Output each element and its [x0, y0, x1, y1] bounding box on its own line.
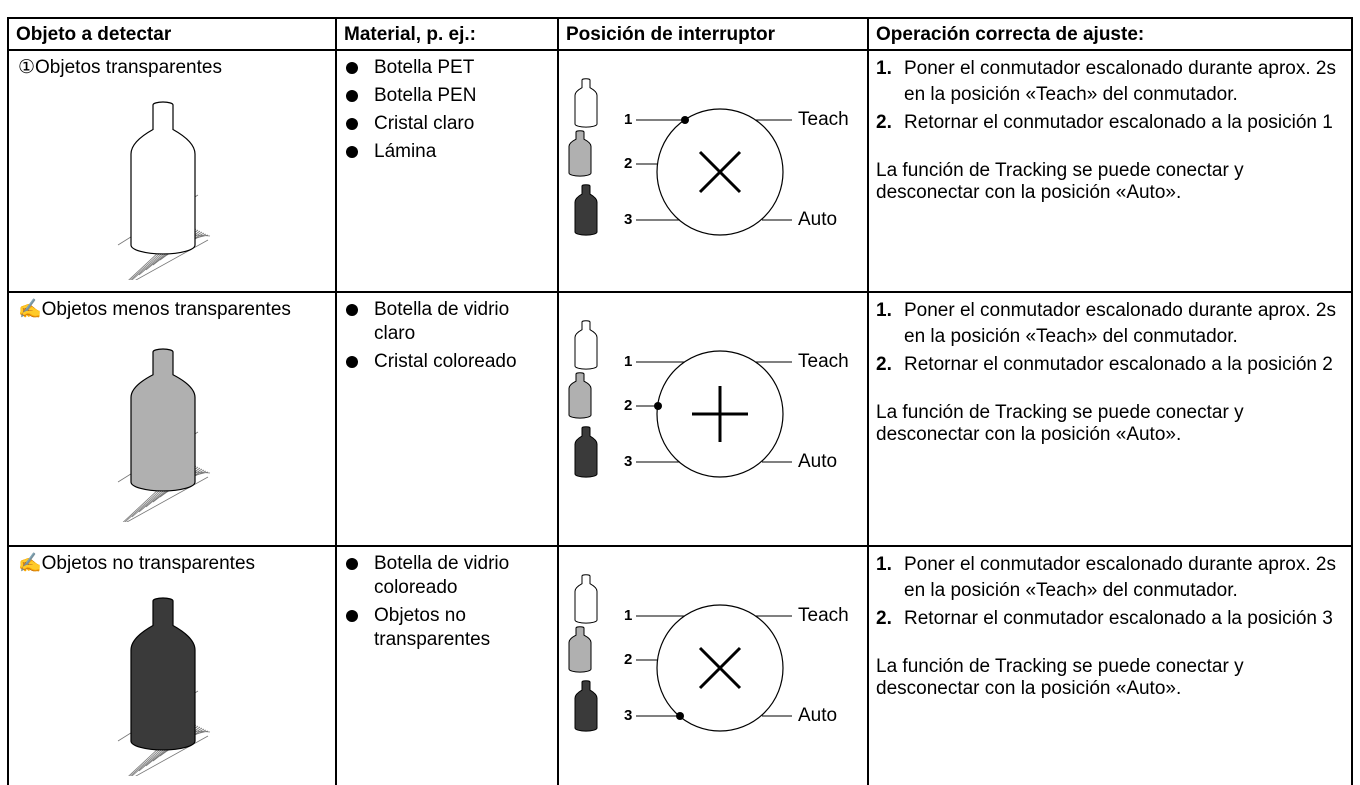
position-label: 2 [624, 397, 632, 414]
step: 1. Poner el conmutador escalonado durante… [876, 552, 1350, 604]
teach-label: Teach [798, 109, 849, 130]
switch-pointer [692, 386, 748, 442]
material-item: Cristal coloreado [344, 350, 554, 374]
object-label: ①Objetos transparentes [18, 57, 222, 78]
switch-diagram: 1 2 3 Teach Auto [568, 320, 849, 478]
step: 2. Retornar el conmutador escalonado a la… [876, 606, 1350, 632]
material-list: Botella de vidrio coloreado Objetos no tr… [344, 552, 554, 656]
auto-label: Auto [798, 705, 837, 726]
bottle [130, 348, 196, 492]
hatch [194, 730, 211, 733]
header-cell: Posición de interruptor [566, 24, 776, 45]
step-text: Poner el conmutador escalonado durante a… [904, 554, 1336, 601]
switch-pointer [698, 646, 742, 690]
bottle [574, 574, 598, 624]
header-cell: Operación correcta de ajuste: [876, 24, 1145, 45]
bottle [574, 78, 598, 128]
position-label: 3 [624, 211, 632, 228]
switch-diagram: 1 2 3 Teach Auto [568, 78, 849, 236]
step-text: Retornar el conmutador escalonado a la p… [904, 112, 1333, 133]
position-label: 1 [624, 111, 632, 128]
instructions: 1. Poner el conmutador escalonado durante… [876, 298, 1350, 446]
hatch [194, 234, 211, 237]
position-dot [681, 116, 689, 124]
bottle [130, 597, 196, 751]
material-item: Objetos no transparentes [344, 604, 554, 652]
note: La función de Tracking se puede conectar… [876, 402, 1244, 445]
material-list: Botella PET Botella PEN Cristal claro Lámin… [344, 56, 554, 168]
column-rule [7, 18, 9, 785]
object-illustration [117, 348, 211, 522]
column-rule [335, 18, 337, 785]
bottle [574, 320, 598, 370]
object-illustration [117, 597, 211, 776]
material-item: Cristal claro [344, 112, 554, 136]
bottle [568, 626, 592, 673]
position-label: 2 [624, 155, 632, 172]
switch-pointer [698, 150, 742, 194]
hatch [194, 471, 211, 474]
material-item: Botella de vidrio claro [344, 298, 554, 346]
column-rule [1351, 18, 1353, 785]
row-rule [7, 49, 1353, 51]
switch-diagram: 1 2 3 Teach Auto [568, 574, 849, 732]
material-item: Botella PET [344, 56, 554, 80]
position-dot [654, 402, 662, 410]
teach-label: Teach [798, 605, 849, 626]
teach-label: Teach [798, 351, 849, 372]
row-rule [7, 545, 1353, 547]
instructions: 1. Poner el conmutador escalonado durante… [876, 552, 1350, 700]
position-label: 3 [624, 453, 632, 470]
position-label: 1 [624, 607, 632, 624]
bottle [574, 426, 598, 478]
material-item: Botella PEN [344, 84, 554, 108]
object-illustration [117, 101, 211, 280]
header-cell: Material, p. ej.: [344, 24, 476, 45]
material-item: Botella de vidrio coloreado [344, 552, 554, 600]
header-cell: Objeto a detectar [16, 24, 172, 45]
position-label: 3 [624, 707, 632, 724]
step: 2. Retornar el conmutador escalonado a la… [876, 352, 1350, 378]
step-text: Poner el conmutador escalonado durante a… [904, 58, 1336, 105]
step-number: 2. [876, 608, 892, 629]
step-number: 2. [876, 354, 892, 375]
step: 1. Poner el conmutador escalonado durante… [876, 298, 1350, 350]
material-item: Lámina [344, 140, 554, 164]
object-label: ✍Objetos no transparentes [18, 553, 256, 574]
note: La función de Tracking se puede conectar… [876, 160, 1244, 203]
auto-label: Auto [798, 209, 837, 230]
step-text: Retornar el conmutador escalonado a la p… [904, 354, 1333, 375]
position-label: 2 [624, 651, 632, 668]
step-number: 1. [876, 554, 892, 575]
position-dot [676, 712, 684, 720]
note: La función de Tracking se puede conectar… [876, 656, 1244, 699]
step-number: 1. [876, 58, 892, 79]
object-label: ✍Objetos menos transparentes [18, 299, 291, 320]
step-number: 2. [876, 112, 892, 133]
row-rule [7, 291, 1353, 293]
step-text: Retornar el conmutador escalonado a la p… [904, 608, 1333, 629]
material-list: Botella de vidrio claro Cristal coloreado [344, 298, 554, 378]
bottle [574, 680, 598, 732]
position-label: 1 [624, 353, 632, 370]
step: 2. Retornar el conmutador escalonado a la… [876, 110, 1350, 136]
instructions: 1. Poner el conmutador escalonado durante… [876, 56, 1350, 204]
bottle [574, 184, 598, 236]
row-rule [7, 17, 1353, 19]
column-rule [557, 18, 559, 785]
auto-label: Auto [798, 451, 837, 472]
bottle [130, 101, 196, 255]
step-number: 1. [876, 300, 892, 321]
step-text: Poner el conmutador escalonado durante a… [904, 300, 1336, 347]
step: 1. Poner el conmutador escalonado durante… [876, 56, 1350, 108]
bottle [568, 130, 592, 177]
column-rule [867, 18, 869, 785]
bottle [568, 372, 592, 419]
